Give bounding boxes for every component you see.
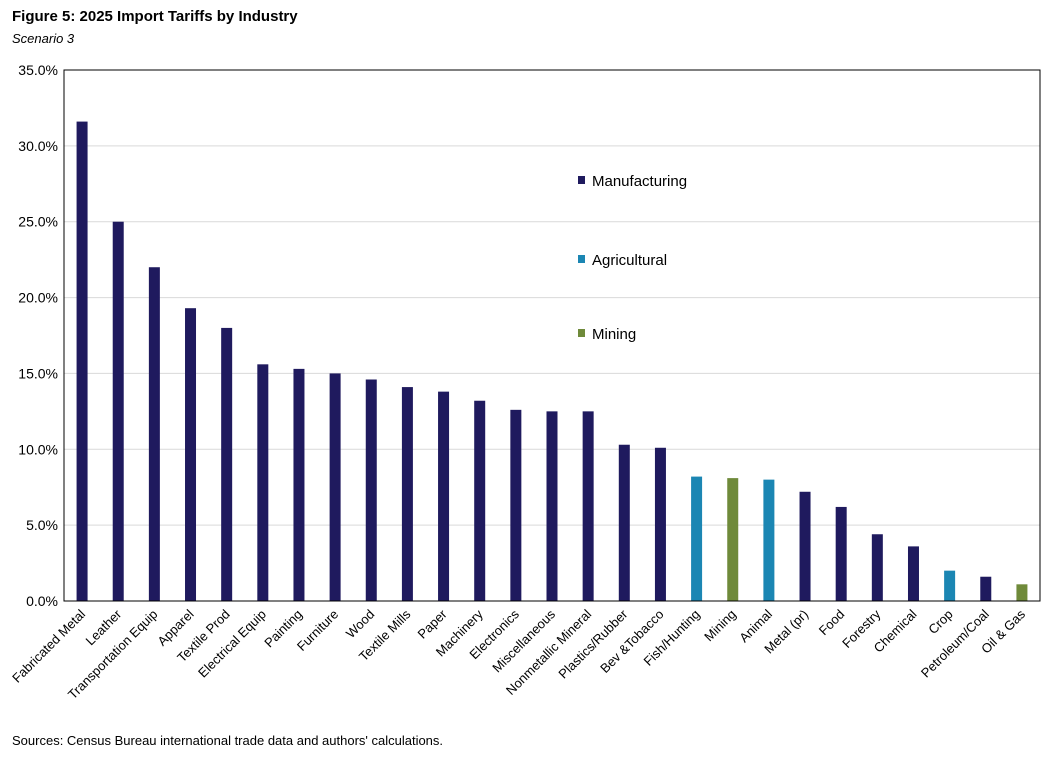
legend-swatch bbox=[578, 329, 585, 337]
x-tick-label: Wood bbox=[343, 607, 377, 641]
y-tick-label: 20.0% bbox=[18, 290, 58, 306]
legend-swatch bbox=[578, 176, 585, 184]
bar bbox=[654, 447, 666, 601]
bar bbox=[148, 267, 160, 601]
bar bbox=[221, 327, 233, 601]
bar bbox=[727, 478, 739, 601]
y-tick-label: 25.0% bbox=[18, 214, 58, 230]
legend-label: Manufacturing bbox=[592, 173, 687, 190]
x-tick-label: Crop bbox=[925, 607, 956, 638]
bar bbox=[763, 479, 775, 601]
y-tick-label: 0.0% bbox=[26, 593, 58, 609]
legend-label: Agricultural bbox=[592, 252, 667, 269]
bar bbox=[365, 379, 377, 601]
chart-subtitle: Scenario 3 bbox=[12, 31, 75, 46]
bar bbox=[401, 387, 413, 601]
x-tick-label: Food bbox=[816, 607, 848, 639]
legend-label: Mining bbox=[592, 326, 636, 343]
bar bbox=[185, 308, 197, 601]
bar bbox=[691, 476, 703, 601]
plot-area-frame bbox=[63, 69, 1041, 602]
bar bbox=[510, 409, 522, 601]
chart-title: Figure 5: 2025 Import Tariffs by Industr… bbox=[12, 8, 298, 25]
bar bbox=[618, 444, 630, 601]
y-tick-label: 15.0% bbox=[18, 365, 58, 381]
y-tick-label: 5.0% bbox=[26, 517, 58, 533]
y-axis-tick-labels: 0.0% 5.0% 10.0% 15.0% 20.0% 25.0% 30.0% 35.0% bbox=[18, 62, 58, 609]
legend: Manufacturing Agricultural Mining bbox=[578, 173, 687, 343]
legend-swatch bbox=[578, 255, 585, 263]
bar bbox=[907, 546, 919, 601]
bar bbox=[1016, 584, 1028, 601]
bar bbox=[474, 400, 486, 601]
bar bbox=[112, 221, 124, 601]
bar bbox=[871, 534, 883, 601]
bar bbox=[438, 391, 450, 601]
bar bbox=[582, 411, 594, 601]
bars bbox=[76, 121, 1028, 601]
bar bbox=[76, 121, 88, 601]
bar bbox=[980, 576, 992, 601]
bar bbox=[944, 570, 956, 601]
bar bbox=[293, 368, 305, 601]
source-note: Sources: Census Bureau international tra… bbox=[12, 733, 444, 748]
bar bbox=[546, 411, 558, 601]
x-tick-label: Mining bbox=[701, 607, 739, 645]
y-tick-label: 35.0% bbox=[18, 62, 58, 78]
y-tick-label: 10.0% bbox=[18, 441, 58, 457]
y-tick-label: 30.0% bbox=[18, 138, 58, 154]
x-tick-label: Fabricated Metal bbox=[9, 606, 88, 685]
bar bbox=[835, 506, 847, 601]
bar bbox=[329, 373, 341, 601]
bar bbox=[799, 491, 811, 601]
bar bbox=[257, 364, 269, 601]
